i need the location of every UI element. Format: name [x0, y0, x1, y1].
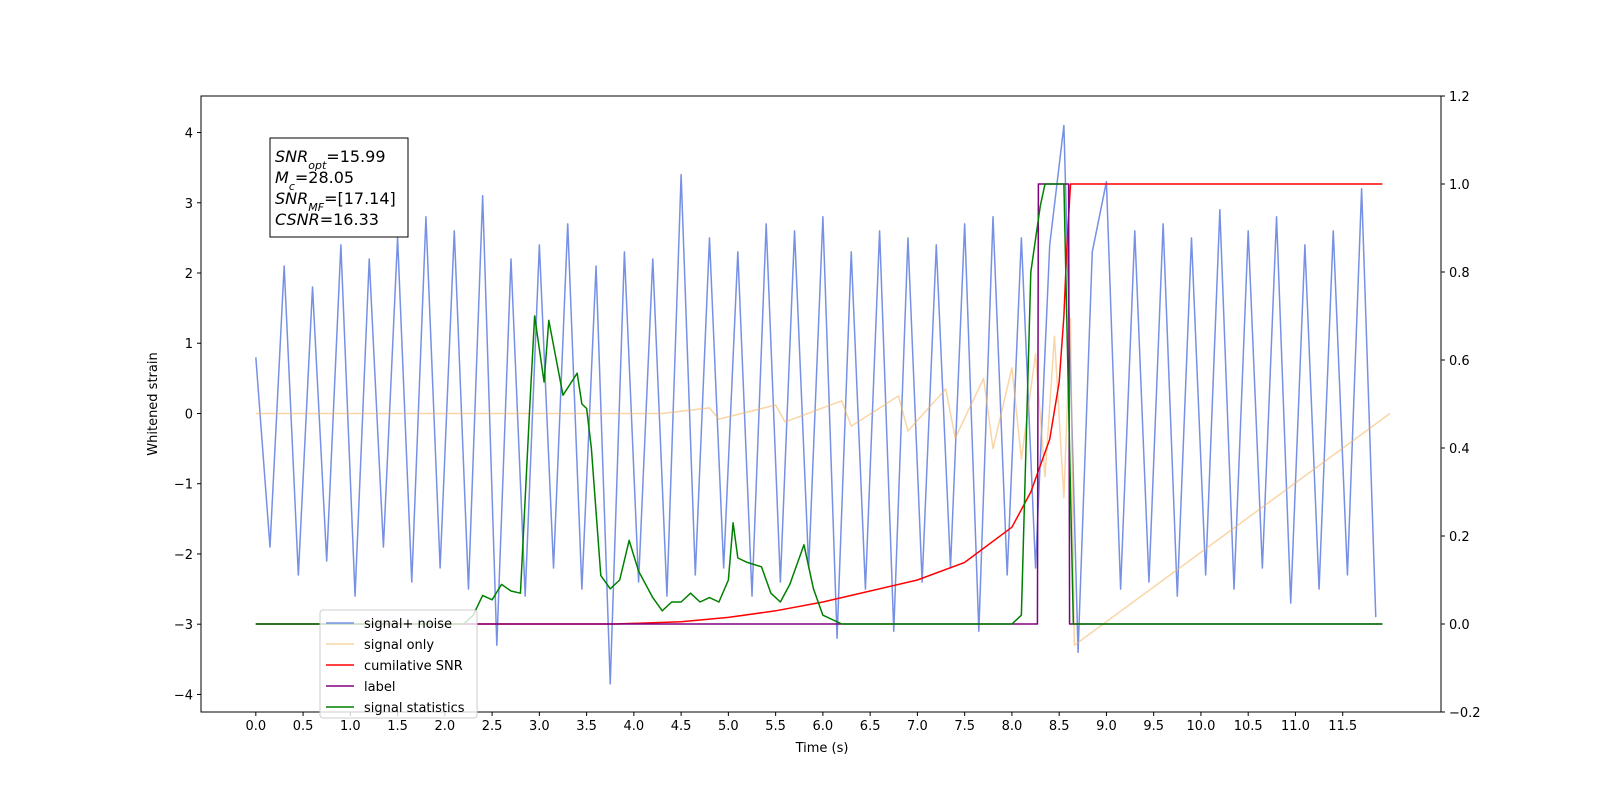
annotation-line: SNRopt=15.99 — [275, 147, 386, 172]
legend-label: label — [364, 680, 395, 695]
y2-tick-label: 0.0 — [1449, 618, 1470, 633]
legend-frame — [319, 609, 478, 719]
y-tick-label: −2 — [174, 548, 193, 563]
x-tick-label: 6.5 — [860, 719, 881, 734]
y-tick-label: 0 — [185, 407, 193, 422]
y-axis-label: Whitened strain — [146, 352, 161, 455]
x-tick-label: 11.5 — [1328, 719, 1357, 734]
annotation-value: =15.99 — [326, 147, 385, 166]
x-tick-label: 8.5 — [1049, 719, 1070, 734]
y-tick-label: 2 — [185, 267, 193, 282]
annotation-value: =[17.14] — [324, 189, 396, 208]
legend-label: signal only — [364, 638, 434, 653]
x-tick-label: 5.0 — [718, 719, 739, 734]
x-tick-label: 7.5 — [954, 719, 975, 734]
annotation-value: =28.05 — [295, 168, 354, 187]
x-tick-label: 9.5 — [1143, 719, 1164, 734]
y-tick-label: −4 — [174, 688, 193, 703]
series-line — [255, 183, 1383, 625]
annotation-symbol: M — [275, 168, 289, 187]
series-line — [255, 124, 1377, 685]
x-tick-label: 0.0 — [245, 719, 266, 734]
x-tick-label: 8.0 — [1002, 719, 1023, 734]
y2-tick-label: 0.6 — [1449, 354, 1470, 369]
x-tick-label: 9.0 — [1096, 719, 1117, 734]
x-tick-label: 11.0 — [1281, 719, 1310, 734]
x-tick-label: 6.0 — [813, 719, 834, 734]
x-tick-label: 3.5 — [576, 719, 597, 734]
series-line — [255, 183, 1383, 625]
x-tick-label: 2.5 — [482, 719, 503, 734]
annotation-frame — [269, 137, 409, 238]
x-tick-label: 4.0 — [624, 719, 645, 734]
legend: signal+ noise signal only cumilative SNR la… — [319, 609, 478, 719]
y2-tick-label: 1.2 — [1449, 90, 1470, 105]
annotation-subscript: opt — [308, 159, 327, 172]
legend-label: signal+ noise — [364, 617, 452, 632]
y2-tick-label: 1.0 — [1449, 178, 1470, 193]
y-tick-label: 4 — [185, 127, 193, 142]
y2-tick-label: 0.4 — [1449, 442, 1470, 457]
legend-label: signal statistics — [364, 701, 465, 716]
x-tick-label: 2.0 — [434, 719, 455, 734]
y-tick-label: 1 — [185, 337, 193, 352]
x-tick-label: 5.5 — [765, 719, 786, 734]
y2-tick-label: 0.2 — [1449, 530, 1470, 545]
annotation-line: CSNR=16.33 — [275, 210, 379, 229]
x-tick-label: 0.5 — [293, 719, 314, 734]
annotation-symbol: SNR — [275, 189, 308, 208]
y-tick-label: −1 — [174, 478, 193, 493]
y-tick-label: −3 — [174, 618, 193, 633]
x-axis-label: Time (s) — [795, 741, 849, 756]
annotation-symbol: SNR — [275, 147, 308, 166]
annotation-subscript: c — [289, 180, 295, 193]
annotation-line: Mc=28.05 — [275, 168, 354, 193]
x-tick-label: 3.0 — [529, 719, 550, 734]
x-tick-label: 10.0 — [1186, 719, 1215, 734]
y2-tick-label: −0.2 — [1449, 706, 1481, 721]
plot-area — [255, 124, 1391, 685]
x-tick-label: 10.5 — [1234, 719, 1263, 734]
x-tick-label: 1.5 — [387, 719, 408, 734]
x-tick-label: 4.5 — [671, 719, 692, 734]
y-tick-label: 3 — [185, 197, 193, 212]
x-tick-label: 7.0 — [907, 719, 928, 734]
x-tick-label: 1.0 — [340, 719, 361, 734]
annotation-symbol: CSNR — [275, 210, 320, 229]
y2-tick-label: 0.8 — [1449, 266, 1470, 281]
annotation-subscript: MF — [308, 201, 324, 214]
axes-frame — [200, 95, 1442, 713]
legend-label: cumilative SNR — [364, 659, 463, 674]
annotation-box: SNRopt=15.99Mc=28.05SNRMF=[17.14]CSNR=16… — [269, 137, 409, 238]
annotation-value: =16.33 — [320, 210, 379, 229]
annotation-line: SNRMF=[17.14] — [275, 189, 396, 214]
